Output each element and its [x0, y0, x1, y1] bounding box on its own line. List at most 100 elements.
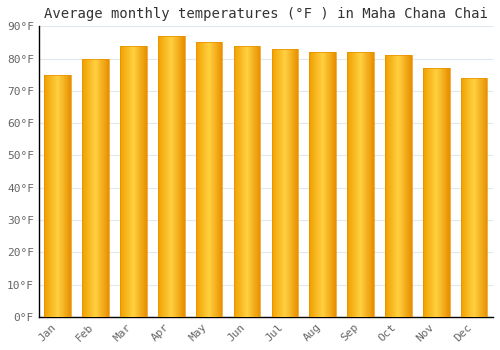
Bar	[55, 75, 56, 317]
Bar	[467, 78, 468, 317]
Bar	[208, 42, 209, 317]
Bar	[218, 42, 220, 317]
Bar	[183, 36, 184, 317]
Bar	[322, 52, 324, 317]
Bar	[177, 36, 178, 317]
Bar	[410, 55, 411, 317]
Bar	[397, 55, 398, 317]
Bar	[465, 78, 466, 317]
Bar	[88, 58, 90, 317]
Bar	[433, 68, 434, 317]
Bar	[476, 78, 477, 317]
Bar	[483, 78, 484, 317]
Bar	[122, 46, 123, 317]
Bar	[282, 49, 283, 317]
Bar	[487, 78, 488, 317]
Bar	[215, 42, 216, 317]
Bar	[205, 42, 206, 317]
Bar	[320, 52, 321, 317]
Bar	[134, 46, 135, 317]
Bar	[256, 46, 257, 317]
Bar	[200, 42, 201, 317]
Bar	[475, 78, 476, 317]
Bar	[138, 46, 139, 317]
Bar	[50, 75, 51, 317]
Bar	[143, 46, 144, 317]
Bar	[411, 55, 412, 317]
Bar	[168, 36, 169, 317]
Bar	[98, 58, 99, 317]
Bar	[237, 46, 238, 317]
Bar	[166, 36, 167, 317]
Bar	[255, 46, 256, 317]
Bar	[367, 52, 368, 317]
Bar	[272, 49, 298, 317]
Bar	[219, 42, 220, 317]
Bar	[446, 68, 447, 317]
Bar	[163, 36, 164, 317]
Bar	[329, 52, 330, 317]
Bar	[108, 58, 109, 317]
Bar	[292, 49, 293, 317]
Bar	[82, 58, 83, 317]
Bar	[45, 75, 46, 317]
Bar	[62, 75, 63, 317]
Bar	[442, 68, 443, 317]
Bar	[220, 42, 221, 317]
Bar	[409, 55, 410, 317]
Bar	[91, 58, 92, 317]
Bar	[64, 75, 65, 317]
Bar	[318, 52, 319, 317]
Bar	[162, 36, 163, 317]
Bar	[368, 52, 369, 317]
Bar	[164, 36, 165, 317]
Bar	[386, 55, 387, 317]
Bar	[287, 49, 288, 317]
Bar	[390, 55, 391, 317]
Bar	[316, 52, 317, 317]
Bar	[196, 42, 197, 317]
Bar	[365, 52, 366, 317]
Bar	[59, 75, 60, 317]
Bar	[44, 75, 71, 317]
Bar	[296, 49, 297, 317]
Bar	[104, 58, 105, 317]
Bar	[259, 46, 260, 317]
Bar	[63, 75, 64, 317]
Bar	[424, 68, 425, 317]
Bar	[82, 58, 109, 317]
Bar	[363, 52, 364, 317]
Bar	[47, 75, 48, 317]
Bar	[385, 55, 411, 317]
Bar	[284, 49, 285, 317]
Bar	[51, 75, 52, 317]
Bar	[426, 68, 427, 317]
Bar	[291, 49, 292, 317]
Bar	[84, 58, 85, 317]
Bar	[366, 52, 367, 317]
Bar	[444, 68, 445, 317]
Bar	[324, 52, 325, 317]
Bar	[174, 36, 175, 317]
Bar	[182, 36, 183, 317]
Bar	[325, 52, 326, 317]
Bar	[199, 42, 200, 317]
Bar	[44, 75, 45, 317]
Bar	[236, 46, 237, 317]
Bar	[394, 55, 396, 317]
Bar	[54, 75, 55, 317]
Bar	[280, 49, 281, 317]
Bar	[385, 55, 386, 317]
Bar	[214, 42, 215, 317]
Bar	[327, 52, 328, 317]
Bar	[126, 46, 127, 317]
Bar	[61, 75, 62, 317]
Bar	[349, 52, 350, 317]
Bar	[323, 52, 324, 317]
Bar	[473, 78, 474, 317]
Bar	[68, 75, 69, 317]
Bar	[66, 75, 67, 317]
Bar	[436, 68, 437, 317]
Bar	[95, 58, 96, 317]
Bar	[480, 78, 481, 317]
